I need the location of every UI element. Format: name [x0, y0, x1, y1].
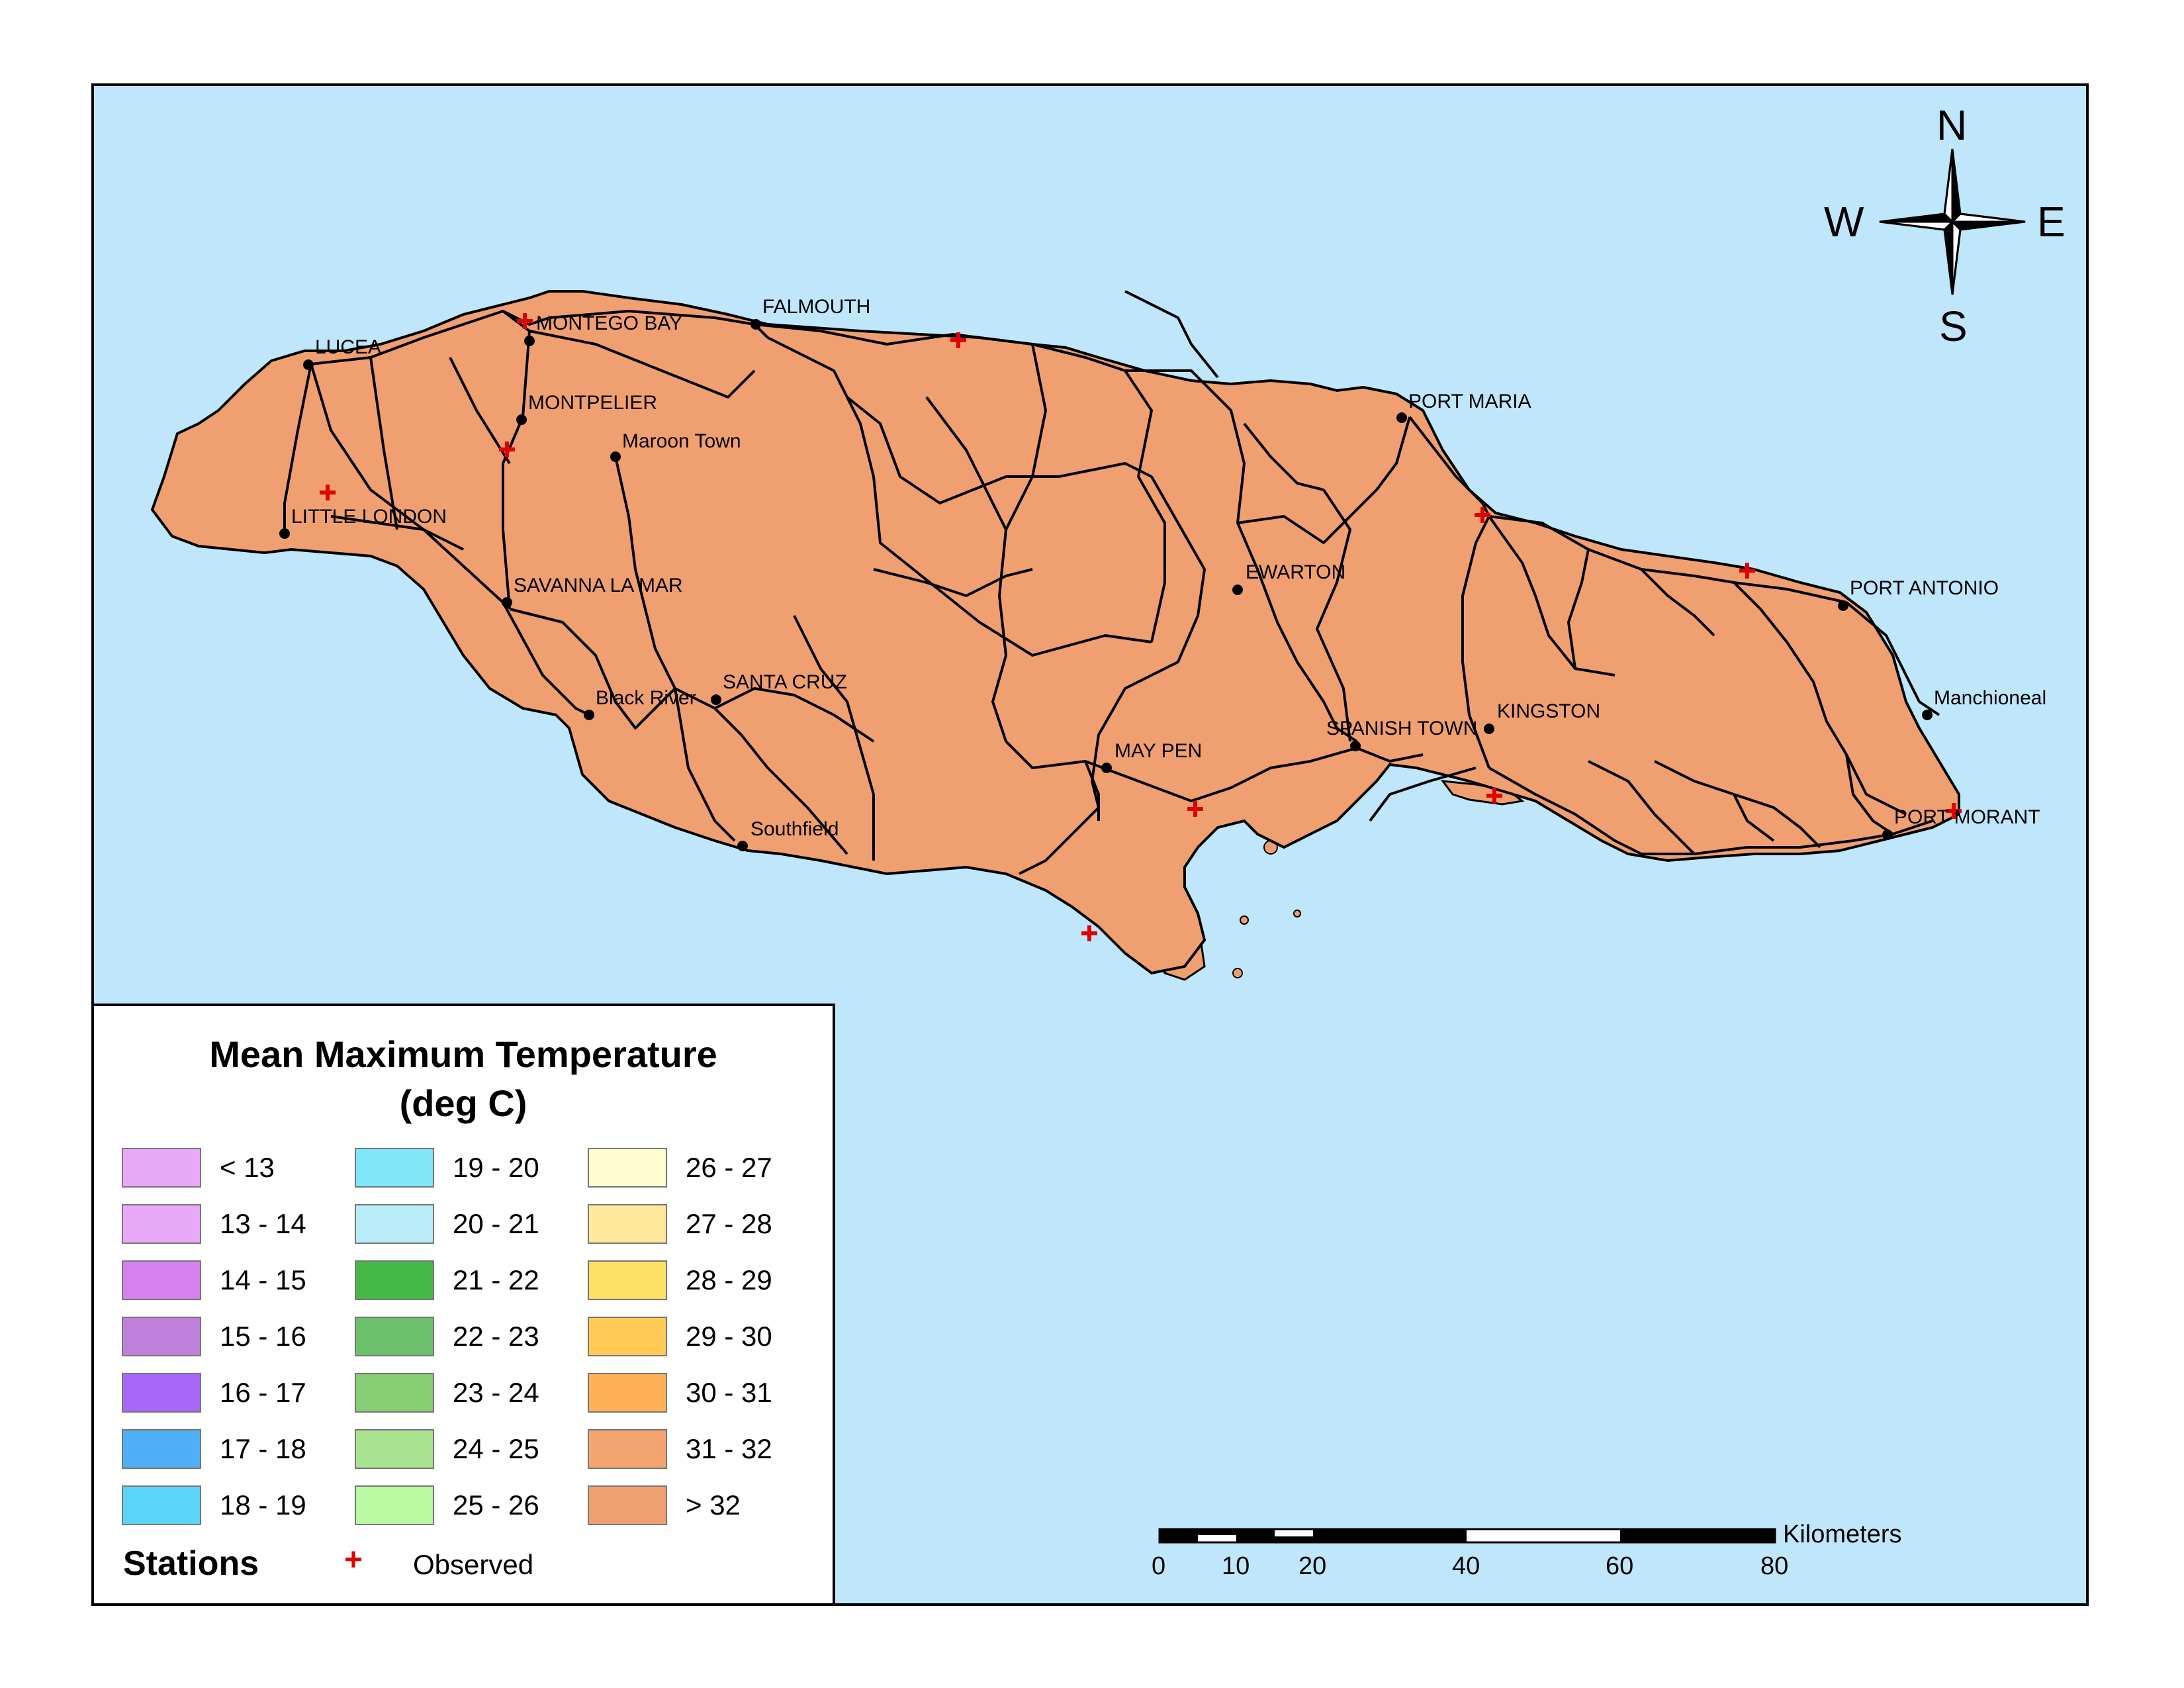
legend-swatch	[588, 1148, 667, 1188]
observed-stations	[320, 313, 1962, 941]
legend-label: 17 - 18	[220, 1433, 306, 1464]
city-label: KINGSTON	[1497, 700, 1600, 722]
city-label: LITTLE LONDON	[291, 506, 447, 528]
city-label: PORT ANTONIO	[1850, 577, 1999, 599]
legend-label: 25 - 26	[453, 1489, 539, 1521]
legend-swatch	[122, 1148, 201, 1188]
legend-swatch	[588, 1485, 667, 1525]
city-label: PORT MARIA	[1408, 391, 1531, 412]
legend-label: 29 - 30	[686, 1321, 772, 1352]
city-label: SANTA CRUZ	[723, 671, 847, 693]
legend-swatch	[588, 1204, 667, 1244]
city-label: MONTEGO BAY	[536, 312, 682, 334]
legend-swatch	[588, 1317, 667, 1356]
legend-label: 21 - 22	[453, 1264, 539, 1295]
city-label: LUCEA	[315, 336, 381, 358]
legend-swatch	[588, 1429, 667, 1469]
legend-title-line1: Mean Maximum Temperature	[209, 1033, 717, 1075]
legend-swatch	[355, 1204, 434, 1244]
legend-swatch	[355, 1317, 434, 1356]
city-label: Black River	[596, 687, 696, 709]
legend-label: 22 - 23	[453, 1321, 539, 1352]
legend-label: < 13	[220, 1152, 275, 1183]
road-network	[283, 290, 1940, 875]
city-label: Manchioneal	[1934, 687, 2046, 709]
legend-label: 28 - 29	[686, 1264, 772, 1295]
legend-label: 14 - 15	[220, 1264, 306, 1295]
scale-tick-label: 40	[1452, 1552, 1480, 1580]
legend-label: 23 - 24	[453, 1377, 539, 1408]
legend-swatch	[355, 1260, 434, 1300]
compass-rose: N S E W	[1824, 101, 2066, 350]
city-label: MONTPELIER	[528, 392, 657, 414]
compass-west: W	[1824, 198, 1864, 246]
scale-tick-label: 60	[1606, 1552, 1633, 1580]
legend-swatch	[122, 1204, 201, 1244]
legend-label: 15 - 16	[220, 1321, 306, 1352]
scale-tick-label: 20	[1298, 1552, 1326, 1580]
legend-label: 19 - 20	[453, 1152, 539, 1183]
legend-title: Mean Maximum Temperature (deg C)	[94, 1030, 833, 1128]
city-label: Southfield	[751, 818, 839, 840]
legend-title-line2: (deg C)	[399, 1082, 527, 1124]
city-markers	[279, 319, 1933, 851]
compass-north: N	[1936, 101, 1967, 149]
legend-swatch	[122, 1260, 201, 1300]
city-label: PORT MORANT	[1894, 806, 2040, 828]
legend-swatch	[122, 1373, 201, 1413]
observed-label: Observed	[413, 1549, 534, 1580]
legend-label: 18 - 19	[220, 1489, 306, 1521]
legend-swatch	[355, 1148, 434, 1188]
legend-swatch	[355, 1429, 434, 1469]
legend-swatch	[588, 1373, 667, 1413]
legend-label: 24 - 25	[453, 1433, 539, 1464]
scale-unit-label: Kilometers	[1783, 1521, 1902, 1548]
legend-label: 20 - 21	[453, 1208, 539, 1239]
legend-label: 16 - 17	[220, 1377, 306, 1408]
legend-swatch	[355, 1373, 434, 1413]
city-label: SAVANNA LA MAR	[514, 575, 683, 596]
legend-panel: Mean Maximum Temperature (deg C) < 13 13 …	[91, 1004, 835, 1606]
legend-swatch	[588, 1260, 667, 1300]
scale-tick-label: 0	[1152, 1552, 1165, 1580]
stations-heading: Stations	[123, 1544, 259, 1583]
legend-swatch	[122, 1485, 201, 1525]
compass-south: S	[1939, 303, 1968, 350]
legend-swatch	[122, 1317, 201, 1356]
legend-label: 30 - 31	[686, 1377, 772, 1408]
compass-east: E	[2037, 198, 2066, 246]
legend-label: 27 - 28	[686, 1208, 772, 1239]
legend-label: 13 - 14	[220, 1208, 306, 1239]
scale-bar: 0 10 20 40 60 80 Kilometers	[1152, 1521, 1902, 1580]
scale-tick-label: 80	[1760, 1552, 1788, 1580]
city-label: MAY PEN	[1115, 740, 1202, 762]
city-label: Maroon Town	[622, 430, 741, 452]
observed-station-icon: +	[344, 1542, 363, 1577]
city-label: EWARTON	[1246, 561, 1345, 583]
scale-tick-label: 10	[1222, 1552, 1250, 1580]
city-label: FALMOUTH	[762, 296, 870, 318]
legend-label: 31 - 32	[686, 1433, 772, 1464]
legend-swatch	[355, 1485, 434, 1525]
city-label: SPANISH TOWN	[1326, 718, 1477, 739]
legend-swatch	[122, 1429, 201, 1469]
legend-label: > 32	[686, 1489, 741, 1521]
city-labels: LUCEA MONTEGO BAY FALMOUTH MONTPELIER Ma…	[291, 296, 2046, 840]
legend-label: 26 - 27	[686, 1152, 772, 1183]
